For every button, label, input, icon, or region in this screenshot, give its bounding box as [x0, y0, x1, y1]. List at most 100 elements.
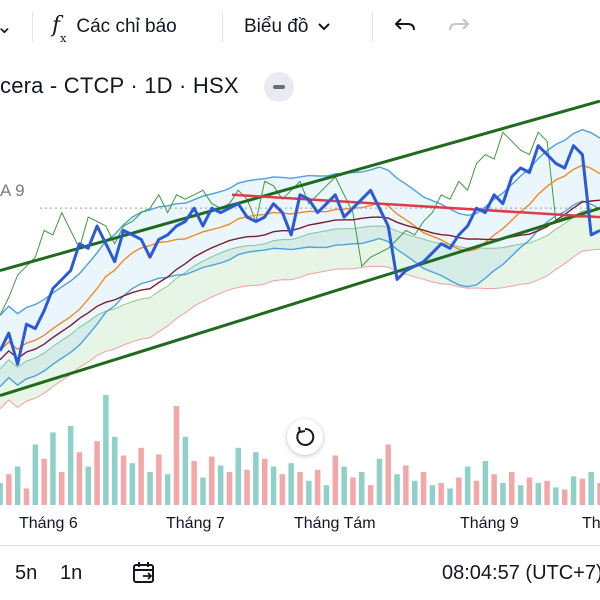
- volume-bar: [323, 485, 330, 505]
- volume-bar: [438, 483, 444, 505]
- resistance-trendline: [231, 193, 600, 219]
- toolbar-divider: [372, 12, 373, 42]
- calendar-range-icon[interactable]: [131, 560, 157, 586]
- volume-bar: [350, 477, 356, 505]
- volume-bar: [253, 452, 259, 505]
- redo-icon: [449, 18, 470, 31]
- volume-bar: [570, 476, 577, 505]
- volume-bar: [491, 474, 497, 505]
- volume-bar: [562, 489, 568, 505]
- chart-type-label: Biểu đồ: [244, 16, 309, 37]
- volume-bar: [464, 466, 471, 505]
- time-axis-label: Tháng 7: [166, 515, 225, 532]
- divider: [0, 545, 600, 546]
- volume-bar: [6, 474, 12, 505]
- volume-bar: [456, 477, 462, 505]
- volume-bar: [500, 483, 506, 505]
- reset-chart-button[interactable]: [287, 419, 323, 455]
- volume-bar: [191, 461, 197, 505]
- reset-icon: [296, 426, 315, 446]
- volume-bar: [129, 463, 136, 505]
- volume-bar: [526, 477, 533, 505]
- volume-bar: [182, 436, 189, 505]
- redo-button[interactable]: [444, 13, 474, 41]
- volume-bar: [59, 472, 65, 505]
- volume-bar: [553, 487, 559, 505]
- volume-bar: [76, 452, 83, 505]
- volume-bar: [41, 458, 47, 505]
- volume-bar: [341, 466, 347, 505]
- volume-bar: [14, 466, 21, 505]
- price-chart[interactable]: [0, 100, 600, 515]
- volume-bar: [482, 461, 489, 505]
- volume-bar: [262, 458, 268, 505]
- range-1d-button[interactable]: 1n: [60, 562, 83, 584]
- channel-upper-trendline: [0, 100, 600, 273]
- time-axis-label: Tháng 9: [460, 515, 519, 532]
- volume-bar: [535, 483, 541, 505]
- volume-bar: [67, 425, 74, 505]
- lagging-span-line: [0, 131, 600, 316]
- volume-bar: [147, 472, 153, 505]
- volume-bar: [509, 472, 515, 505]
- chart-type-button[interactable]: Biểu đồ: [244, 13, 331, 41]
- volume-bar: [359, 472, 365, 505]
- minus-icon: [273, 85, 285, 89]
- volume-bar: [156, 454, 162, 505]
- volume-bar: [420, 472, 427, 505]
- volume-bar: [588, 472, 594, 505]
- volume-bar: [85, 466, 91, 505]
- bollinger-lower-line: [0, 200, 600, 388]
- undo-icon: [394, 18, 415, 31]
- volume-bar: [164, 474, 171, 505]
- volume-bar: [517, 485, 524, 505]
- fx-icon: fx: [52, 13, 67, 45]
- time-axis-label: Tháng Tám: [294, 515, 376, 532]
- volume-bar: [279, 474, 286, 505]
- bollinger-upper-line: [0, 128, 600, 316]
- indicators-label: Các chỉ báo: [76, 16, 177, 37]
- volume-bar: [597, 483, 600, 505]
- range-5d-button[interactable]: 5n: [15, 562, 38, 584]
- volume-bar: [376, 458, 383, 505]
- volume-bar: [394, 474, 400, 505]
- chevron-down-icon[interactable]: ⌄: [0, 16, 13, 38]
- channel-lower-trendline: [0, 206, 600, 397]
- volume-bar: [429, 485, 436, 505]
- clock: 08:04:57 (UTC+7): [442, 562, 600, 584]
- symbol-title: cera - CTCP · 1D · HSX: [0, 73, 239, 98]
- volume-bar: [367, 485, 374, 505]
- volume-bar: [314, 469, 321, 505]
- volume-bar: [244, 469, 250, 505]
- volume-bar: [23, 488, 30, 505]
- volume-bar: [112, 436, 118, 505]
- volume-bar: [235, 447, 241, 505]
- price-line: [0, 144, 600, 366]
- volume-bar: [332, 455, 339, 505]
- volume-bar: [270, 466, 277, 505]
- toolbar-divider: [222, 12, 223, 42]
- volume-bar: [0, 483, 3, 505]
- chart-toolbar: ⌄ fx Các chỉ báo Biểu đồ: [0, 0, 600, 52]
- volume-bar: [94, 441, 100, 505]
- volume-bar: [403, 465, 409, 505]
- indicator-label: A 9: [0, 181, 25, 200]
- ichimoku-cloud: [0, 209, 600, 409]
- volume-bar: [473, 480, 480, 505]
- volume-bar: [306, 480, 312, 505]
- volume-bar: [138, 447, 144, 505]
- indicators-button[interactable]: fx Các chỉ báo: [52, 13, 177, 45]
- moving-average-line: [0, 164, 600, 352]
- time-axis-label: Th: [582, 515, 600, 532]
- volume-bar: [579, 478, 586, 505]
- volume-bar: [173, 406, 180, 505]
- volume-bar: [217, 465, 224, 505]
- volume-bar: [120, 455, 127, 505]
- collapse-legend-button[interactable]: [264, 72, 294, 102]
- volume-bar: [32, 444, 39, 505]
- volume-bar: [226, 472, 233, 505]
- time-axis-label: Tháng 6: [19, 515, 78, 532]
- undo-button[interactable]: [390, 13, 420, 41]
- volume-bar: [297, 472, 303, 505]
- chevron-down-icon: [318, 23, 331, 31]
